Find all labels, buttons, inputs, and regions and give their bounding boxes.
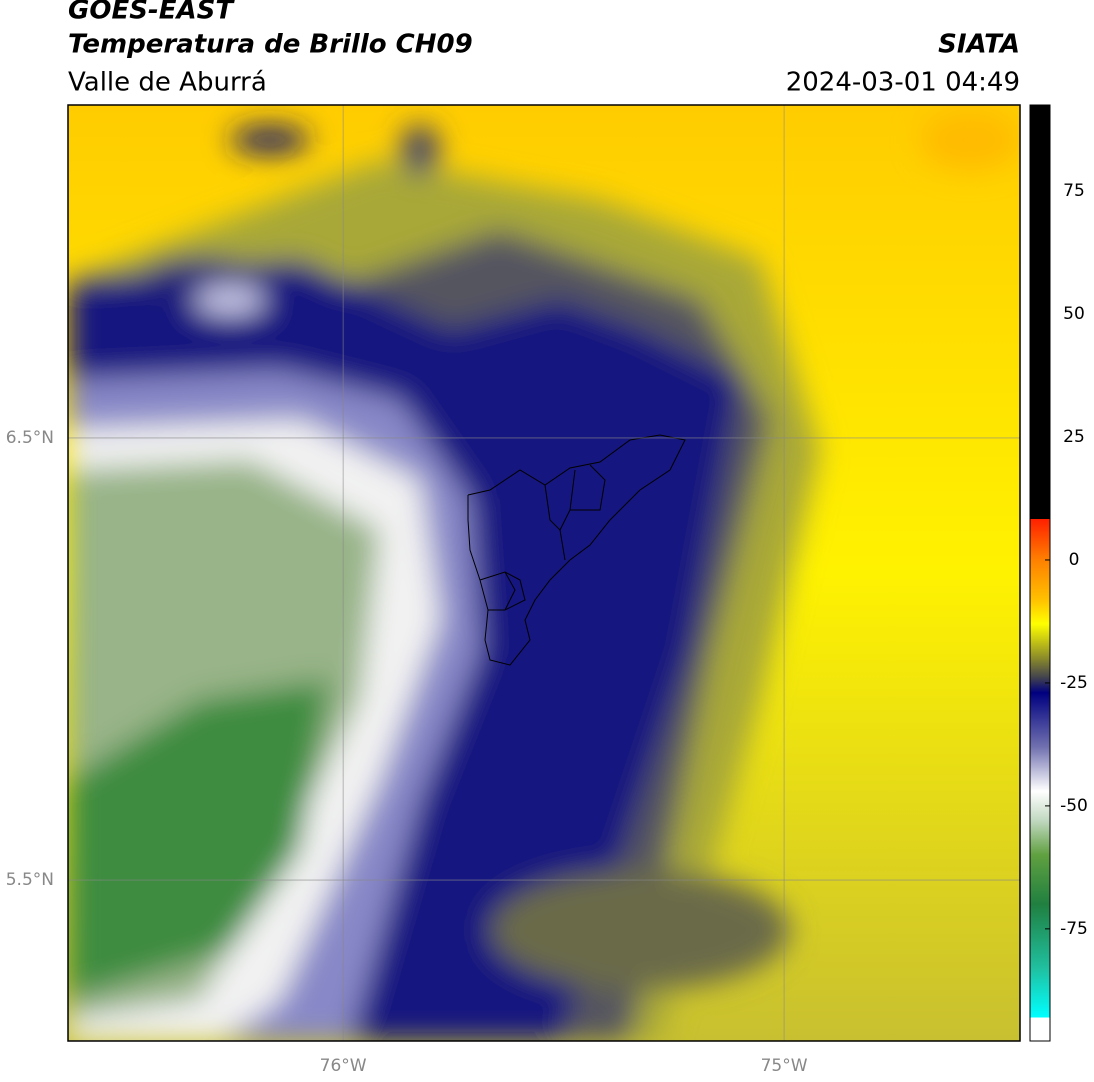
- x-tick-label: 76°W: [320, 1056, 367, 1076]
- colorbar-frame: [1029, 104, 1051, 1042]
- title: GOES-EAST: [68, 0, 235, 26]
- cloud-blob: [230, 126, 310, 154]
- cloud-blob: [490, 870, 790, 990]
- colorbar-tick-label: 0: [1069, 550, 1080, 570]
- grid: [68, 105, 1020, 1041]
- region: Valle de Aburrá: [68, 68, 267, 98]
- datetime: 2024-03-01 04:49: [786, 68, 1020, 98]
- green-zone: [68, 680, 330, 1000]
- cloud-blob: [920, 110, 1020, 170]
- x-tick-label: 75°W: [761, 1056, 808, 1076]
- colorbar-tick-label: -50: [1060, 796, 1088, 816]
- y-tick-label: 6.5°N: [6, 428, 54, 448]
- colorbar-tick-label: 75: [1063, 181, 1085, 201]
- satellite-image: [68, 105, 1020, 1041]
- cloud-blob: [400, 125, 440, 175]
- subtitle: Temperatura de Brillo CH09: [68, 30, 473, 60]
- colorbar-tick-label: -25: [1060, 673, 1088, 693]
- colorbar-tick-label: -75: [1060, 919, 1088, 939]
- boundary: [559, 529, 566, 561]
- source: SIATA: [938, 30, 1020, 60]
- map-frame: [67, 104, 1021, 1042]
- boundary: [504, 571, 516, 611]
- cloud-field: [68, 110, 1020, 1041]
- colorbar: [1030, 105, 1050, 1041]
- cloud-blob: [195, 286, 265, 314]
- colorbar-tick-label: 25: [1063, 427, 1085, 447]
- municipal-boundaries: [467, 434, 686, 666]
- colorbar-tick-label: 50: [1063, 304, 1085, 324]
- boundary: [570, 464, 606, 511]
- y-tick-label: 5.5°N: [6, 870, 54, 890]
- boundary: [479, 571, 526, 611]
- boundary: [467, 434, 686, 666]
